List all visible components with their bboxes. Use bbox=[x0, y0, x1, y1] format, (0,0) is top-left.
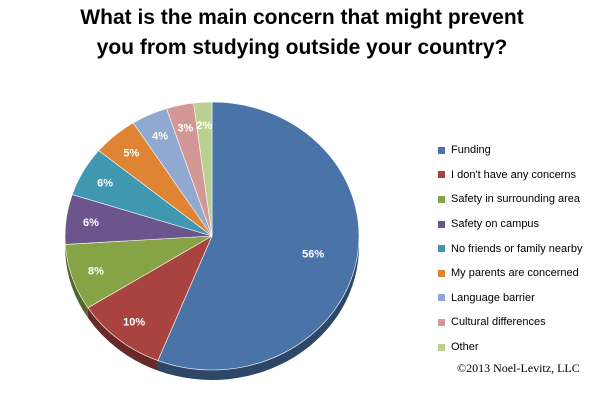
pie-slices bbox=[64, 101, 360, 371]
legend-swatch bbox=[438, 318, 445, 326]
pie-labels: 56% 10% 8% 6% 6% 5% 4% 3% 2% bbox=[83, 120, 324, 329]
legend-item-cultural-differences: Cultural differences bbox=[438, 310, 604, 335]
legend-label: I don't have any concerns bbox=[451, 168, 577, 181]
pie-depth-i-don-t-have-any-concerns bbox=[87, 307, 158, 371]
legend-swatch bbox=[438, 195, 445, 203]
copyright-credit: ©2013 Noel-Levitz, LLC bbox=[457, 361, 580, 375]
legend-swatch bbox=[438, 269, 445, 277]
pie-label-cultural-differences: 3% bbox=[177, 123, 193, 135]
pie-label-i-don-t-have-any-concerns: 10% bbox=[123, 317, 145, 329]
legend-label: Safety in surrounding area bbox=[451, 193, 581, 206]
legend-item-funding: Funding bbox=[438, 138, 604, 163]
pie-label-my-parents-are-concerned: 5% bbox=[123, 148, 139, 160]
pie-label-language-barrier: 4% bbox=[152, 130, 168, 142]
legend-label: Funding bbox=[451, 144, 491, 157]
pie-label-safety-on-campus: 6% bbox=[83, 217, 99, 229]
legend-swatch bbox=[438, 343, 445, 351]
pie-slice-funding bbox=[157, 101, 360, 371]
legend-swatch bbox=[438, 146, 445, 154]
legend-label: My parents are concerned bbox=[451, 267, 579, 280]
chart-title-line-1: What is the main concern that might prev… bbox=[80, 6, 524, 29]
legend-swatch bbox=[438, 220, 445, 228]
legend-item-my-parents-are-concerned: My parents are concerned bbox=[438, 261, 604, 286]
legend-label: Other bbox=[451, 341, 479, 354]
chart-title: What is the main concern that might prev… bbox=[0, 3, 604, 63]
legend-item-language-barrier: Language barrier bbox=[438, 286, 604, 311]
pie-label-funding: 56% bbox=[302, 249, 324, 261]
legend-label: Cultural differences bbox=[451, 316, 546, 329]
legend-item-other: Other bbox=[438, 335, 604, 360]
legend-label: Safety on campus bbox=[451, 218, 540, 231]
pie-slice-other bbox=[193, 101, 213, 237]
pie-depth-funding bbox=[157, 236, 359, 380]
legend-item-safety-on-campus: Safety on campus bbox=[438, 212, 604, 237]
legend-label: No friends or family nearby bbox=[451, 242, 583, 255]
legend-swatch bbox=[438, 245, 445, 253]
legend: Funding I don't have any concerns Safety i… bbox=[438, 138, 604, 359]
legend-swatch bbox=[438, 294, 445, 302]
pie-label-no-friends-or-family-nearby: 6% bbox=[97, 177, 113, 189]
pie-label-safety-in-surrounding-area: 8% bbox=[88, 265, 104, 277]
legend-item-i-don-t-have-any-concerns: I don't have any concerns bbox=[438, 163, 604, 188]
pie-slice-i-don-t-have-any-concerns bbox=[87, 235, 213, 361]
legend-item-safety-in-surrounding-area: Safety in surrounding area bbox=[438, 187, 604, 212]
legend-swatch bbox=[438, 171, 445, 179]
legend-item-no-friends-or-family-nearby: No friends or family nearby bbox=[438, 236, 604, 261]
pie-label-other: 2% bbox=[196, 120, 212, 132]
legend-label: Language barrier bbox=[451, 291, 535, 304]
chart-title-line-2: you from studying outside your country? bbox=[96, 36, 508, 59]
